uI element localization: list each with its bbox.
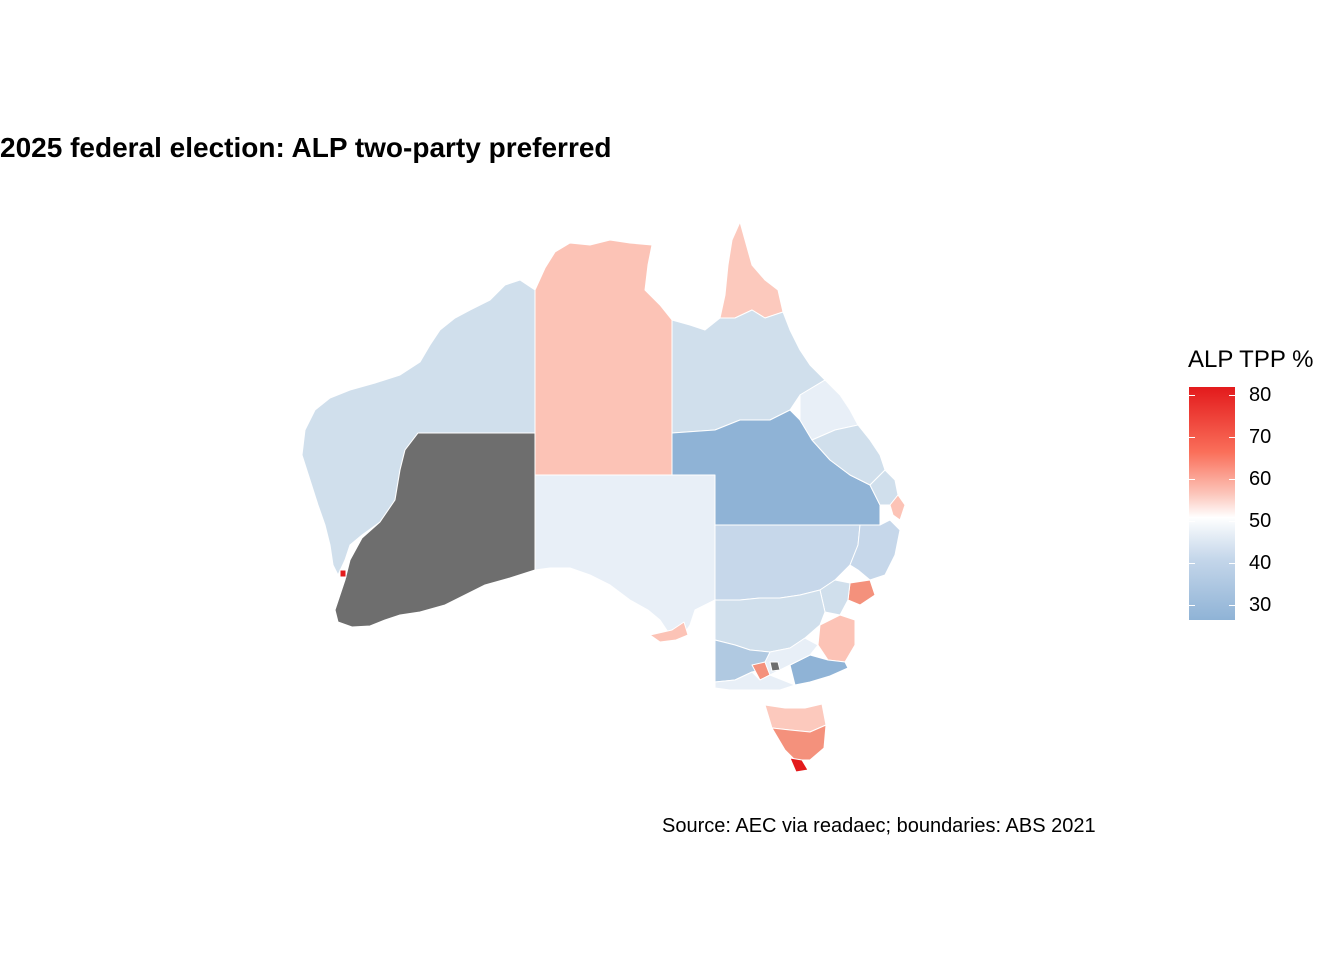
region-tas-south[interactable] [789,757,809,773]
region-sa-coast[interactable] [649,621,689,643]
legend-tick-mark [1189,479,1195,480]
legend-tick-mark [1189,521,1195,522]
region-qld-far-north[interactable] [719,221,784,319]
region-nsw-south[interactable] [817,614,856,663]
legend-tick-mark [1229,479,1235,480]
legend-tick-label: 50 [1249,510,1272,532]
legend-tick-mark [1189,563,1195,564]
legend-tick-mark [1229,437,1235,438]
legend-tick-label: 40 [1249,552,1272,574]
map-title: 2025 federal election: ALP two-party pre… [0,132,612,163]
region-wa-no-data[interactable] [334,432,536,628]
legend-tick-label: 30 [1249,594,1272,616]
legend-tick-mark [1189,605,1195,606]
legend-tick-mark [1229,605,1235,606]
region-nt[interactable] [534,239,673,476]
legend-tick-mark [1189,395,1195,396]
region-sa[interactable] [534,474,716,641]
legend-tick-label: 80 [1249,384,1272,406]
region-qld-coast-2[interactable] [811,424,886,486]
region-vic-gippsland[interactable] [789,654,849,686]
region-tas-lyons[interactable] [771,724,827,761]
legend-tick-label: 70 [1249,426,1272,448]
legend-title: ALP TPP % [1188,346,1314,373]
legend-tick-mark [1229,395,1235,396]
region-qld-brisbane[interactable] [889,494,906,521]
legend-tick-label: 60 [1249,468,1272,490]
source-caption: Source: AEC via readaec; boundaries: ABS… [662,815,1096,837]
legend-tick-mark [1189,437,1195,438]
legend-color-bar [1189,387,1235,620]
region-vic-dark[interactable] [769,661,781,672]
region-vic-coast[interactable] [714,671,796,691]
legend-tick-mark [1229,521,1235,522]
region-nsw-coast-1[interactable] [849,519,901,581]
region-wa-perth[interactable] [339,569,347,578]
legend-tick-mark [1229,563,1235,564]
region-nsw-hunter[interactable] [847,579,876,606]
